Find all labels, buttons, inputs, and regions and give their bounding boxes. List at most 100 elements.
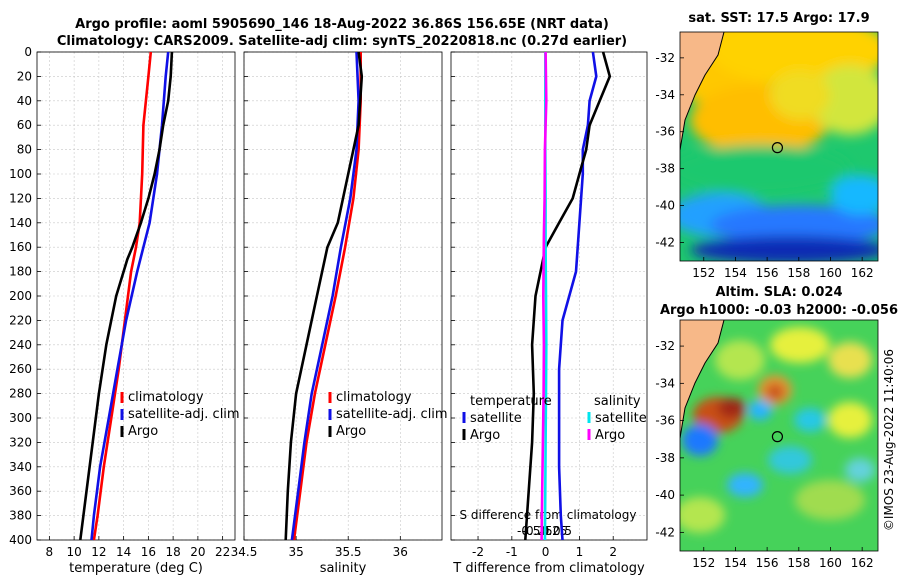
x-axis-label: T difference from climatology (452, 561, 645, 576)
y-tick-label: 300 (9, 411, 32, 425)
salinity-panel: 34.5 35 35.5 36 salinity climatology satellite… (231, 51, 448, 576)
plot-frame (243, 51, 443, 541)
series-argo-line (79, 51, 174, 541)
secondary-axis-label: S difference from climatology (460, 508, 637, 522)
x-tick-label: 36 (393, 545, 408, 559)
y-tick-label: 40 (17, 94, 32, 108)
figure-title-line1: Argo profile: aoml 5905690_146 18-Aug-20… (75, 17, 609, 32)
series-t-satellite-line (557, 51, 598, 541)
legend-entry: Argo (595, 428, 625, 443)
map-y-tick-label: -40 (655, 488, 675, 502)
y-tick-label: 20 (17, 69, 32, 83)
map-y-tick-label: -34 (655, 88, 675, 102)
sla-coastline (680, 320, 725, 439)
legend-entry: satellite (595, 411, 647, 426)
sla-field (680, 320, 878, 551)
legend-entry: Argo (336, 424, 366, 439)
x-tick-label: -1 (506, 545, 518, 559)
x-tick-label: 8 (46, 545, 54, 559)
y-tick-label: 200 (9, 289, 32, 303)
y-tick-label: 60 (17, 118, 32, 132)
map-y-tick-label: -34 (655, 376, 675, 390)
map-x-tick-label: 152 (692, 266, 715, 280)
map-x-tick-label: 162 (851, 556, 874, 570)
x-tick-label: 14 (116, 545, 131, 559)
x-tick-label: 22 (215, 545, 230, 559)
map-y-tick-label: -40 (655, 199, 675, 213)
y-tick-label: 320 (9, 435, 32, 449)
series-climatology-line (292, 52, 363, 541)
x-tick-label: 18 (165, 545, 180, 559)
map-x-tick-label: 158 (787, 266, 810, 280)
map-y-tick-label: -32 (655, 51, 675, 65)
legend-entry: satellite (470, 411, 522, 426)
y-tick-label: 240 (9, 338, 32, 352)
x-tick-label: -2 (472, 545, 484, 559)
plot-frame (450, 51, 648, 541)
legend-entry: climatology (336, 390, 412, 405)
map-y-tick-label: -42 (655, 525, 675, 539)
y-tick-label: 380 (9, 509, 32, 523)
x-tick-label: 20 (190, 545, 205, 559)
y-tick-label: 280 (9, 387, 32, 401)
sst-map: 152 154 156 158 160 162 -32 -34 -36 -38 -40 -42 (655, 31, 879, 280)
s-tick-label: -0.5 (517, 524, 540, 538)
argo-position-marker (771, 142, 784, 154)
sla-land-mass (680, 320, 724, 438)
y-tick-label: 80 (17, 143, 32, 157)
y-tick-label: 360 (9, 484, 32, 498)
map-x-tick-label: 152 (692, 556, 715, 570)
map-y-tick-label: -32 (655, 339, 675, 353)
map-y-tick-label: -38 (655, 451, 675, 465)
sla-map-title-line2: Argo h1000: -0.03 h2000: -0.056 (660, 303, 898, 318)
plot-frame (36, 51, 236, 541)
imos-watermark: ©IMOS 23-Aug-2022 11:40:06 (882, 349, 896, 531)
series-argo-line (284, 51, 364, 541)
series-t-argo-line (524, 51, 612, 541)
y-tick-label: 0 (24, 45, 32, 59)
y-tick-label: 400 (9, 533, 32, 547)
x-tick-label: 10 (66, 545, 81, 559)
x-tick-label: 35.5 (335, 545, 362, 559)
x-tick-label: 0 (542, 545, 550, 559)
temperature-panel: 8 10 12 14 16 18 20 22 temperature (deg C) 0 20 40 6… (9, 45, 240, 576)
map-x-tick-label: 162 (851, 266, 874, 280)
figure-title-line2: Climatology: CARS2009. Satellite-adj cli… (57, 34, 627, 49)
x-tick-label: 35 (288, 545, 303, 559)
sst-map-title: sat. SST: 17.5 Argo: 17.9 (688, 11, 869, 26)
x-tick-label: 16 (141, 545, 156, 559)
legend-entry: satellite-adj. clim (336, 407, 448, 422)
map-x-tick-label: 154 (724, 556, 747, 570)
map-x-tick-label: 160 (819, 266, 842, 280)
legend-entry: Argo (470, 428, 500, 443)
legend-salinity-title: salinity (594, 394, 641, 409)
difference-panel: -2 -1 0 1 2 T difference from climatology S di… (450, 51, 648, 576)
y-tick-label: 340 (9, 460, 32, 474)
argo-position-marker (771, 431, 784, 443)
series-climatology-line (92, 51, 153, 541)
map-y-tick-label: -42 (655, 236, 675, 250)
legend-temperature-title: temperature (470, 394, 552, 409)
map-y-tick-label: -36 (655, 414, 675, 428)
map-x-tick-label: 158 (787, 556, 810, 570)
sla-map: 152 154 156 158 160 162 -32 -34 -36 -38 -40 -42 (655, 319, 879, 570)
sst-land-mass (680, 32, 724, 150)
legend-entry: satellite-adj. clim (128, 407, 240, 422)
map-x-tick-label: 160 (819, 556, 842, 570)
y-tick-label: 220 (9, 313, 32, 327)
series-s-argo-line (540, 51, 548, 541)
sst-field (680, 32, 878, 261)
map-y-tick-label: -38 (655, 162, 675, 176)
legend-entry: Argo (128, 424, 158, 439)
sla-map-title-line1: Altim. SLA: 0.024 (716, 285, 843, 300)
y-tick-label: 180 (9, 265, 32, 279)
y-tick-label: 160 (9, 240, 32, 254)
map-x-tick-label: 156 (756, 556, 779, 570)
x-tick-label: 34.5 (231, 545, 258, 559)
map-x-tick-label: 154 (724, 266, 747, 280)
x-tick-label: 1 (576, 545, 584, 559)
sst-coastline (680, 32, 725, 151)
y-tick-label: 120 (9, 191, 32, 205)
y-tick-label: 100 (9, 167, 32, 181)
